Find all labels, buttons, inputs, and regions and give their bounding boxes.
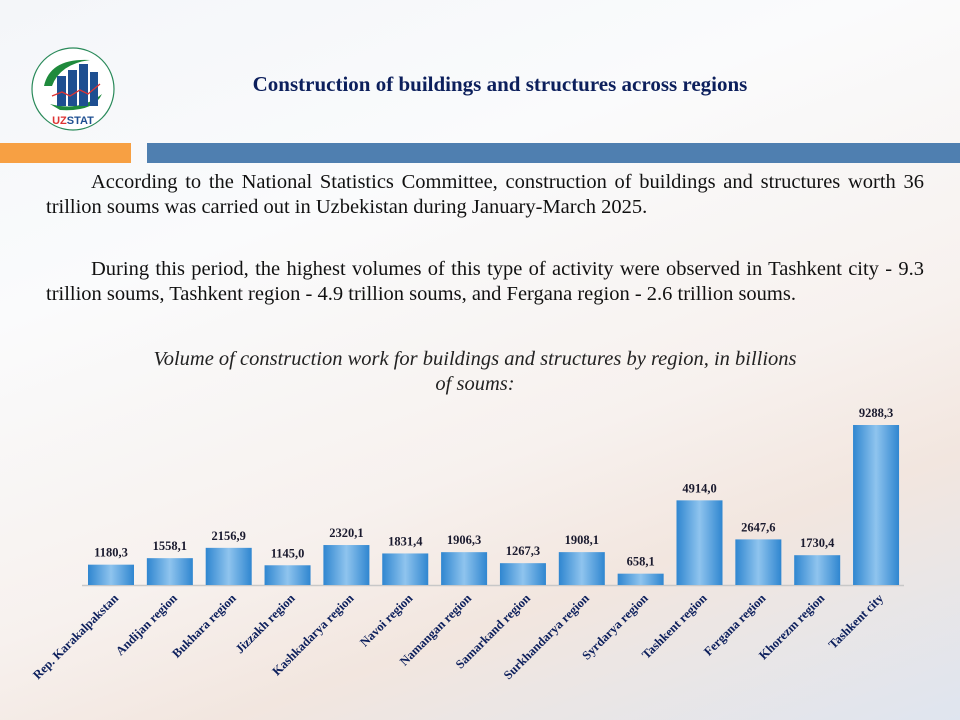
- category-label: Bukhara region: [169, 591, 238, 660]
- bar: [382, 553, 429, 585]
- data-label: 1145,0: [271, 546, 305, 560]
- data-label: 1180,3: [94, 546, 128, 560]
- paragraph-2: During this period, the highest volumes …: [46, 258, 924, 305]
- bar: [205, 547, 252, 585]
- svg-text:UZSTAT: UZSTAT: [52, 115, 94, 127]
- bar: [88, 564, 134, 585]
- bar: [794, 555, 841, 585]
- bar: [735, 539, 782, 585]
- data-label: 1558,1: [153, 539, 187, 553]
- bar: [499, 563, 546, 585]
- bar: [146, 558, 193, 585]
- category-label: Andijan region: [113, 591, 180, 658]
- accent-bar-orange: [0, 143, 131, 163]
- bar: [264, 565, 311, 585]
- bar: [676, 500, 723, 585]
- category-label: Fergana region: [701, 591, 768, 658]
- data-label: 9288,3: [859, 406, 893, 420]
- category-label: Tashkent city: [826, 591, 887, 652]
- bar-chart: 1180,3 Rep. Karakalpakstan 1558,1 Andijan r…: [30, 406, 904, 682]
- bar: [558, 552, 605, 585]
- data-label: 2156,9: [212, 529, 246, 543]
- category-label: Rep. Karakalpakstan: [30, 591, 121, 682]
- chart-title: Volume of construction work for building…: [153, 348, 797, 395]
- paragraph-1: According to the National Statistics Com…: [46, 171, 924, 218]
- data-label: 1730,4: [800, 536, 835, 550]
- data-label: 2320,1: [329, 526, 363, 540]
- bar: [853, 425, 900, 585]
- category-label: Navoi region: [357, 591, 415, 649]
- data-label: 4914,0: [682, 481, 716, 495]
- data-label: 1831,4: [388, 534, 423, 548]
- bar: [617, 573, 664, 585]
- bar: [323, 545, 370, 585]
- page-title: Construction of buildings and structures…: [252, 72, 748, 96]
- data-label: 1267,3: [506, 544, 540, 558]
- data-label: 1908,1: [565, 533, 599, 547]
- uzstat-logo: UZSTAT: [31, 47, 115, 131]
- data-label: 1906,3: [447, 533, 481, 547]
- bar: [441, 552, 488, 585]
- accent-bar-blue: [147, 143, 960, 163]
- data-label: 2647,6: [741, 520, 775, 534]
- category-label: Jizzakh region: [233, 591, 298, 656]
- data-label: 658,1: [627, 555, 655, 569]
